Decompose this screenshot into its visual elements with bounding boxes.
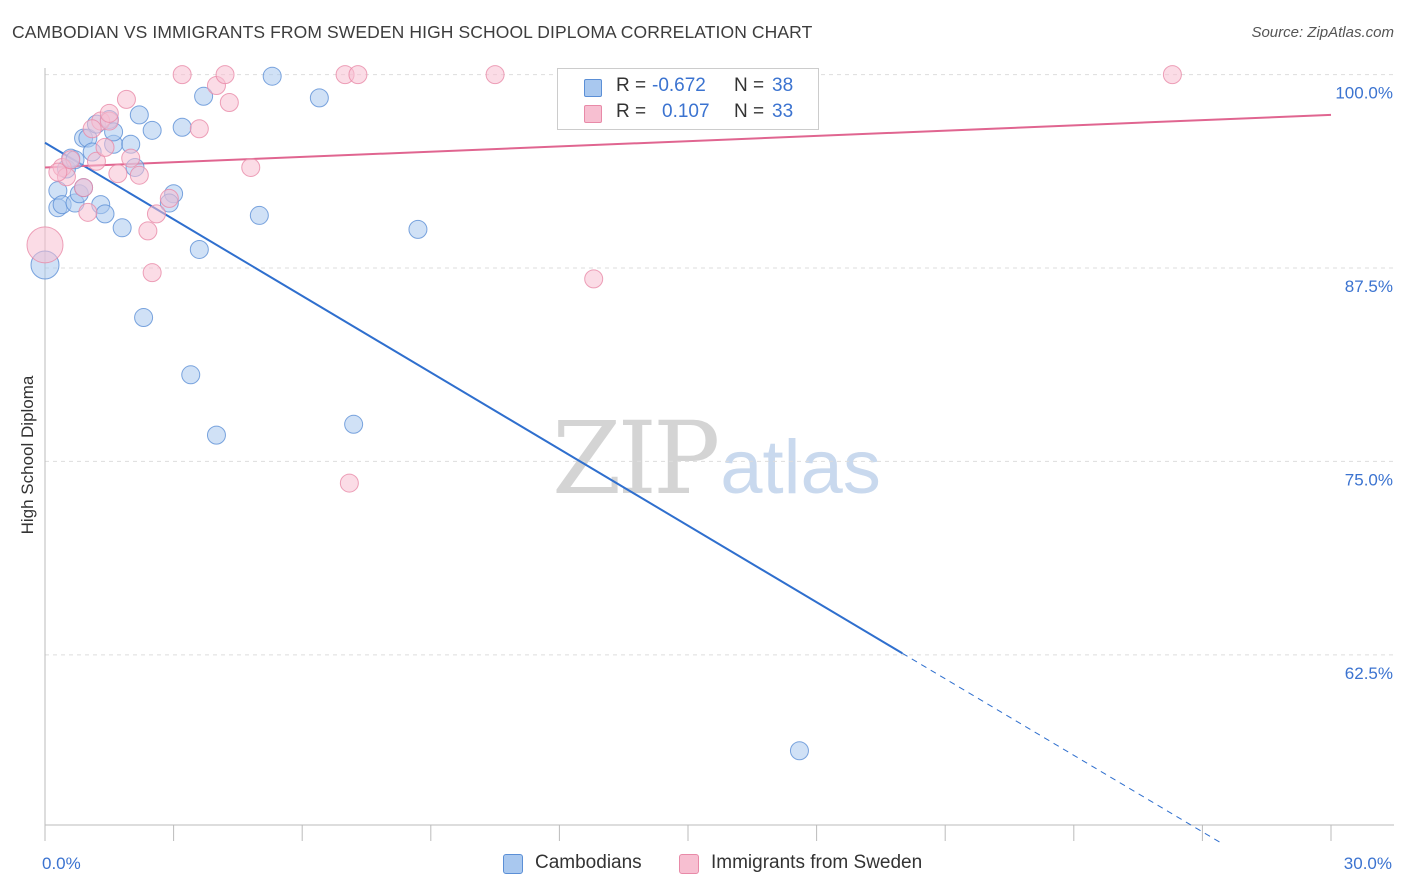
legend-swatch-cambodians (503, 854, 523, 874)
sweden-point (116, 89, 136, 109)
legend-n-label: N = (734, 75, 765, 96)
cambodian-point (194, 86, 214, 106)
y-tick-label: 100.0% (1335, 84, 1393, 103)
cambodian-trend-line (44, 141, 903, 655)
axes (44, 68, 1394, 841)
cambodian-point (249, 205, 269, 225)
chart-title: CAMBODIAN VS IMMIGRANTS FROM SWEDEN HIGH… (12, 22, 813, 42)
sweden-point (172, 65, 192, 85)
cambodian-trend-extension (902, 652, 1220, 843)
sweden-trend-line (44, 113, 1332, 169)
cambodian-point (262, 66, 282, 86)
legend-n-value: 38 (772, 75, 794, 96)
cambodian-point (134, 308, 154, 328)
cambodian-point (95, 204, 115, 224)
sweden-point (78, 202, 98, 222)
sweden-point (74, 178, 94, 198)
legend-label-cambodians: Cambodians (535, 852, 642, 873)
legend-r-value: -0.672 (652, 75, 706, 96)
y-tick-label: 87.5% (1345, 277, 1393, 296)
cambodian-point (129, 105, 149, 125)
cambodian-point (181, 365, 201, 385)
legend-r-value: 0.107 (662, 101, 710, 122)
sweden-point (99, 103, 119, 123)
legend-swatch-sweden (679, 854, 699, 874)
cambodian-point (789, 741, 809, 761)
cambodian-point (344, 414, 364, 434)
sweden-point (159, 188, 179, 208)
cambodian-point (142, 120, 162, 140)
legend-r-label: R = (616, 101, 647, 122)
legend-swatch-pink (584, 105, 602, 123)
sweden-point (146, 204, 166, 224)
sweden-point (348, 65, 368, 85)
legend-label-sweden: Immigrants from Sweden (711, 852, 923, 873)
x-tick-label: 30.0% (1344, 854, 1392, 873)
sweden-point (142, 263, 162, 283)
sweden-point (485, 65, 505, 85)
sweden-point (86, 151, 106, 171)
sweden-point (108, 164, 128, 184)
sweden-point (241, 157, 261, 177)
correlation-legend: R = -0.672 N = 38 R = 0.107 N = 33 (557, 68, 819, 130)
cambodian-point (189, 239, 209, 259)
data-points (26, 65, 1182, 761)
sweden-point (26, 226, 64, 264)
sweden-point (584, 269, 604, 289)
legend-n-label: N = (734, 101, 765, 122)
legend-n-value: 33 (772, 101, 794, 122)
y-tick-label: 75.0% (1345, 470, 1393, 489)
trend-lines (44, 113, 1332, 843)
sweden-point (61, 150, 81, 170)
sweden-point (82, 119, 102, 139)
sweden-point (121, 148, 141, 168)
legend-swatch-blue (584, 79, 602, 97)
cambodian-point (309, 88, 329, 108)
sweden-point (189, 119, 209, 139)
cambodian-point (408, 219, 428, 239)
sweden-point (219, 92, 239, 112)
sweden-point (95, 137, 115, 157)
cambodian-point (112, 218, 132, 238)
sweden-point (138, 221, 158, 241)
legend-r-label: R = (616, 75, 647, 96)
sweden-point (339, 473, 359, 493)
source-credit[interactable]: Source: ZipAtlas.com (1251, 24, 1394, 41)
cambodian-point (206, 425, 226, 445)
sweden-point (215, 65, 235, 85)
x-tick-label: 0.0% (42, 854, 81, 873)
sweden-point (1162, 65, 1182, 85)
sweden-point (129, 165, 149, 185)
tick-labels: 100.0% 87.5% 75.0% 62.5% 0.0% 30.0% (42, 84, 1393, 873)
y-tick-label: 62.5% (1345, 664, 1393, 683)
cambodian-point (172, 117, 192, 137)
sweden-point (48, 162, 68, 182)
